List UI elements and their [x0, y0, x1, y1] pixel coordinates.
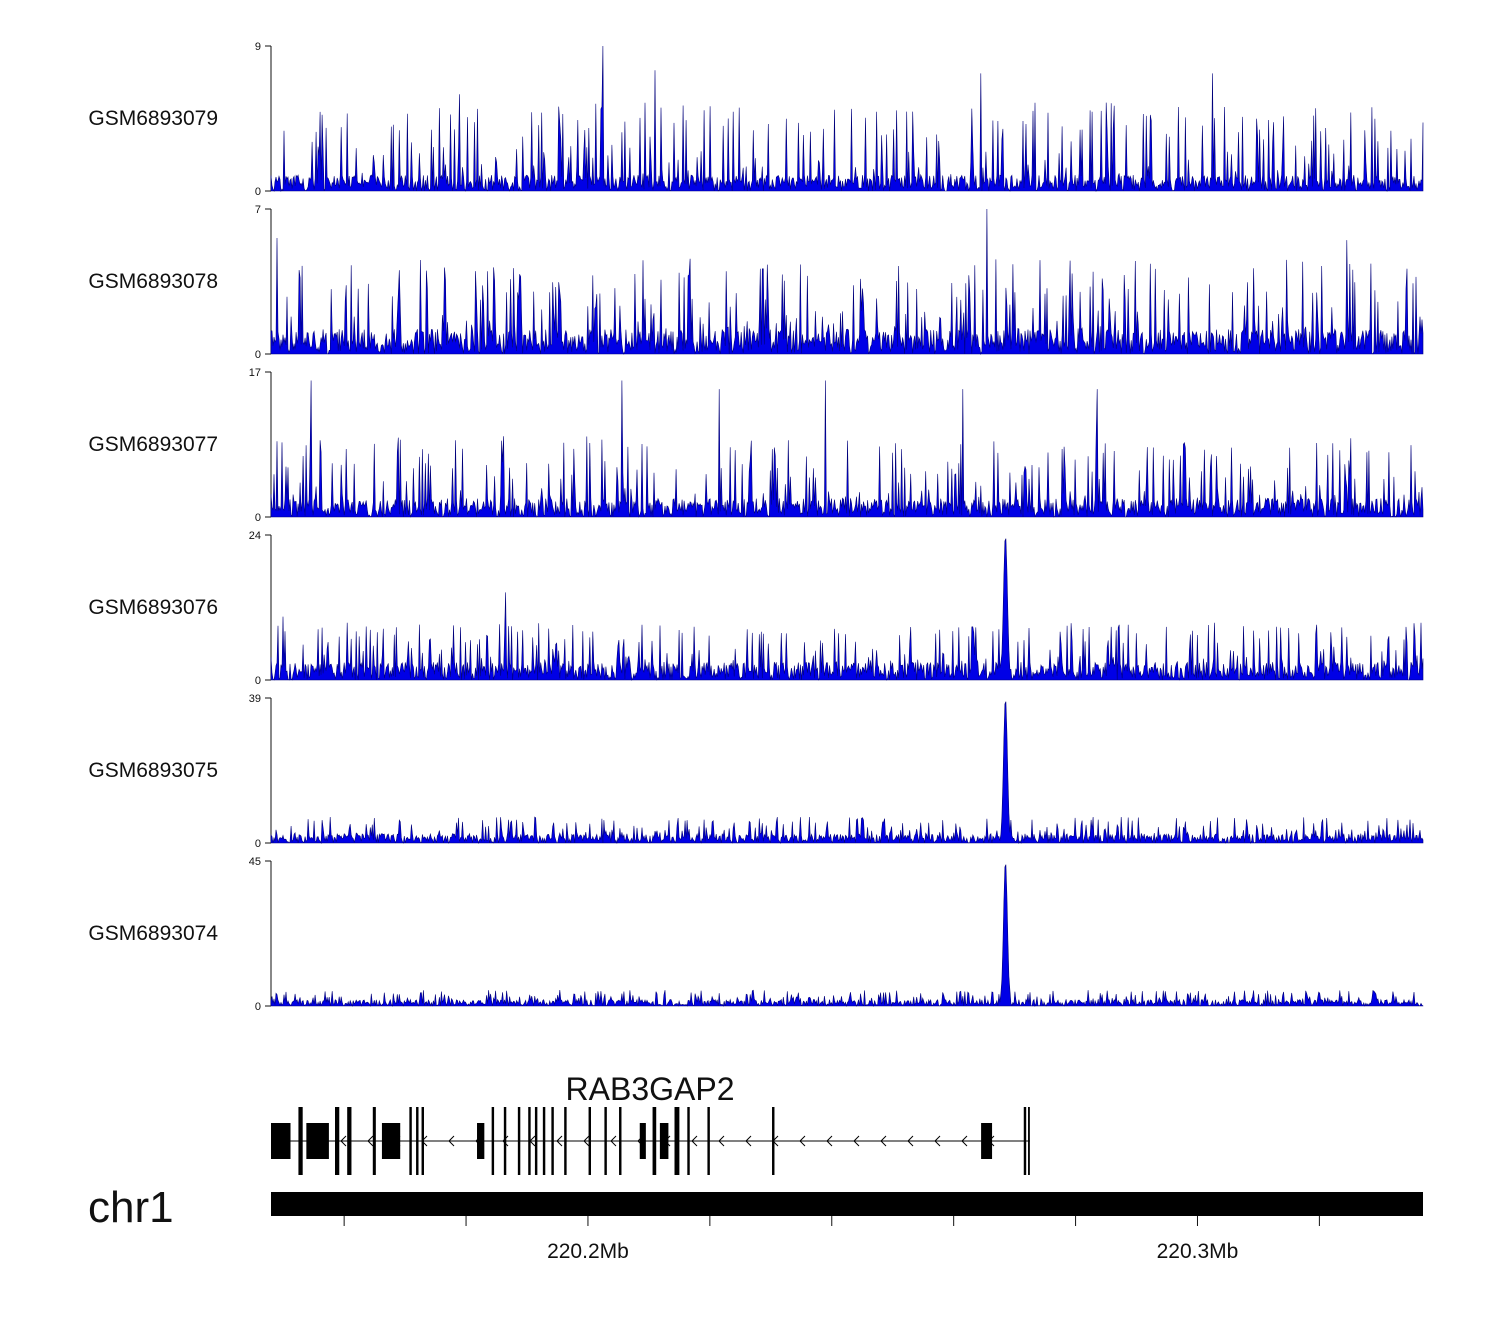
- strand-arrow: [880, 1135, 887, 1147]
- strand-arrow: [340, 1135, 347, 1147]
- exon-block: [551, 1107, 554, 1175]
- track-label: GSM6893074: [88, 922, 218, 945]
- y-tick-label: 0: [255, 675, 261, 687]
- exon-block: [347, 1107, 352, 1175]
- strand-arrow: [799, 1135, 806, 1147]
- exon-block: [619, 1107, 622, 1175]
- track-label: GSM6893075: [88, 759, 218, 782]
- exon-block: [1023, 1107, 1027, 1175]
- y-tick-label: 39: [249, 693, 261, 705]
- exon-block: [528, 1107, 531, 1175]
- strand-arrow: [556, 1135, 563, 1147]
- strand-arrow: [448, 1135, 455, 1147]
- gene-annotation-track: RAB3GAP2: [271, 1071, 1030, 1175]
- strand-arrow: [610, 1135, 617, 1147]
- track-GSM6893076: GSM6893076 24 0: [88, 530, 1424, 687]
- x-tick-label: 220.3Mb: [1157, 1240, 1239, 1263]
- exon-block: [503, 1107, 507, 1175]
- strand-arrow: [745, 1135, 752, 1147]
- track-GSM6893078: GSM6893078 7 0: [88, 204, 1424, 361]
- signal-area: [270, 538, 1424, 682]
- exon-block: [517, 1107, 521, 1175]
- strand-arrow: [826, 1135, 833, 1147]
- track-GSM6893075: GSM6893075 39 0: [88, 693, 1424, 850]
- exon-block: [981, 1123, 993, 1159]
- exon-block: [534, 1107, 538, 1175]
- strand-arrow: [853, 1135, 860, 1147]
- exon-block: [381, 1123, 401, 1159]
- exon-block: [298, 1107, 303, 1175]
- strand-arrow: [691, 1135, 698, 1147]
- track-label: GSM6893076: [88, 596, 218, 619]
- exon-block: [542, 1107, 546, 1175]
- y-tick-label: 0: [255, 349, 261, 361]
- exon-block: [659, 1123, 669, 1159]
- chromosome-axis: chr1 220.2Mb 220.3Mb: [88, 1183, 1423, 1263]
- y-tick-label: 0: [255, 838, 261, 850]
- signal-area: [270, 864, 1424, 1008]
- exon-block: [306, 1123, 329, 1159]
- exon-block: [564, 1107, 567, 1175]
- strand-arrow: [502, 1135, 509, 1147]
- strand-arrow: [934, 1135, 941, 1147]
- y-tick-label: 7: [255, 204, 261, 216]
- exon-block: [707, 1107, 710, 1175]
- x-tick-label: 220.2Mb: [547, 1240, 629, 1263]
- exon-block: [409, 1107, 412, 1175]
- y-tick-label: 24: [249, 530, 261, 542]
- exon-block: [421, 1107, 424, 1175]
- strand-arrow: [907, 1135, 914, 1147]
- signal-tracks: GSM689307990GSM689307870GSM6893077170GSM…: [88, 41, 1424, 1013]
- exon-block: [416, 1107, 419, 1175]
- track-GSM6893079: GSM6893079 9 0: [88, 41, 1424, 198]
- exon-block: [588, 1107, 591, 1175]
- signal-area: [270, 380, 1424, 518]
- y-tick-label: 0: [255, 512, 261, 524]
- chromosome-label: chr1: [88, 1183, 174, 1232]
- y-tick-label: 0: [255, 186, 261, 198]
- signal-area: [270, 701, 1424, 845]
- exon-block: [687, 1107, 690, 1175]
- track-GSM6893074: GSM6893074 45 0: [88, 856, 1424, 1013]
- exon-block: [335, 1107, 340, 1175]
- chromosome-bar: [271, 1192, 1423, 1216]
- exon-block: [604, 1107, 607, 1175]
- signal-area: [270, 208, 1424, 356]
- track-label: GSM6893077: [88, 433, 218, 456]
- exon-block: [639, 1123, 646, 1159]
- exon-block: [491, 1107, 495, 1175]
- y-tick-label: 17: [249, 367, 261, 379]
- gene-name-label: RAB3GAP2: [566, 1071, 735, 1107]
- signal-area: [270, 45, 1424, 193]
- exon-block: [271, 1123, 291, 1159]
- exon-block: [674, 1107, 680, 1175]
- strand-arrow: [367, 1135, 374, 1147]
- track-label: GSM6893079: [88, 107, 218, 130]
- track-label: GSM6893078: [88, 270, 218, 293]
- y-tick-label: 9: [255, 41, 261, 53]
- strand-arrow: [961, 1135, 968, 1147]
- exon-block: [772, 1107, 775, 1175]
- y-tick-label: 0: [255, 1001, 261, 1013]
- track-GSM6893077: GSM6893077 17 0: [88, 367, 1424, 524]
- strand-arrow: [583, 1135, 590, 1147]
- exon-block: [372, 1107, 376, 1175]
- exon-block: [1028, 1107, 1030, 1175]
- exon-block: [652, 1107, 657, 1175]
- exon-block: [477, 1123, 485, 1159]
- y-tick-label: 45: [249, 856, 261, 868]
- strand-arrow: [718, 1135, 725, 1147]
